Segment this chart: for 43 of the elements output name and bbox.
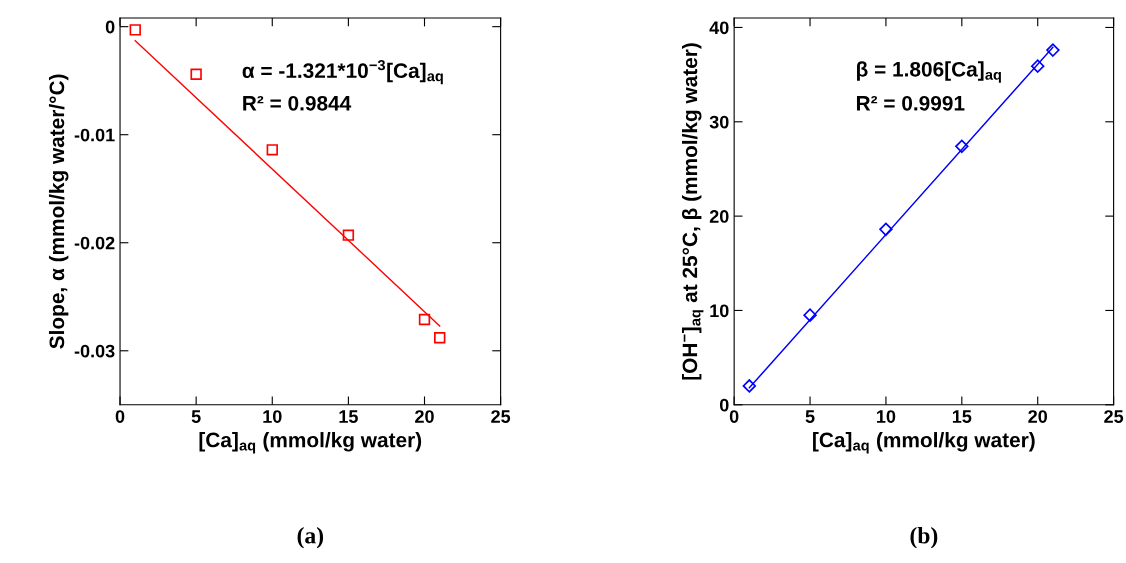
point bbox=[955, 139, 969, 154]
text: (a) bbox=[297, 526, 324, 549]
x-tick-label: 10 bbox=[877, 410, 896, 423]
y-tick-label: 30 bbox=[709, 115, 729, 129]
annotation: α = -1.321*10$^{−3}$[Ca]$_{aq}$ bbox=[242, 59, 443, 85]
y-axis-title: Slope, α (mmol/kg water/°C) bbox=[48, 74, 69, 349]
point bbox=[803, 308, 817, 322]
x-tick-label: 20 bbox=[1028, 410, 1048, 423]
x-tick-label: 15 bbox=[952, 410, 972, 423]
x-axis-title: [Ca]$_{aq}$ (mmol/kg water) bbox=[813, 432, 1035, 454]
y-axis-title: [OH$^{−}$]$_{aq}$ at 25°C, β (mmol/kg water) bbox=[681, 43, 704, 380]
point bbox=[418, 313, 431, 326]
point bbox=[129, 24, 141, 36]
point bbox=[266, 144, 278, 156]
x-axis-title: [Ca]$_{aq}$ (mmol/kg water) bbox=[199, 432, 422, 454]
y-tick-label: 0 bbox=[719, 398, 729, 412]
point bbox=[879, 222, 893, 237]
x-tick-label: 20 bbox=[415, 410, 434, 423]
annotation: β = 1.806[Ca]$_{aq}$ bbox=[857, 61, 1001, 83]
x-tick-label: 0 bbox=[115, 410, 125, 423]
y-tick-label: 20 bbox=[709, 210, 729, 223]
annotation: R² = 0.9991 bbox=[856, 95, 965, 111]
y-tick-label: 0 bbox=[105, 20, 115, 34]
x-tick-label: 15 bbox=[339, 410, 358, 423]
point bbox=[1046, 43, 1060, 57]
y-tick-label: 40 bbox=[709, 21, 729, 35]
point bbox=[1030, 59, 1045, 73]
point bbox=[742, 379, 757, 393]
point bbox=[434, 332, 446, 344]
y-tick-label: -0.03 bbox=[74, 344, 115, 358]
x-tick-label: 5 bbox=[191, 410, 201, 423]
y-tick-label: -0.02 bbox=[74, 236, 115, 250]
x-tick-label: 10 bbox=[263, 410, 282, 423]
x-tick-label: 5 bbox=[805, 410, 815, 423]
text: (b) bbox=[910, 526, 938, 549]
annotation: R² = 0.9844 bbox=[243, 95, 352, 111]
point bbox=[342, 229, 355, 241]
x-tick-label: 25 bbox=[1104, 410, 1124, 423]
x-tick-label: 25 bbox=[491, 410, 511, 423]
x-tick-label: 0 bbox=[729, 410, 739, 423]
point bbox=[190, 68, 202, 80]
y-tick-label: 10 bbox=[710, 304, 729, 318]
y-tick-label: -0.01 bbox=[74, 128, 115, 142]
